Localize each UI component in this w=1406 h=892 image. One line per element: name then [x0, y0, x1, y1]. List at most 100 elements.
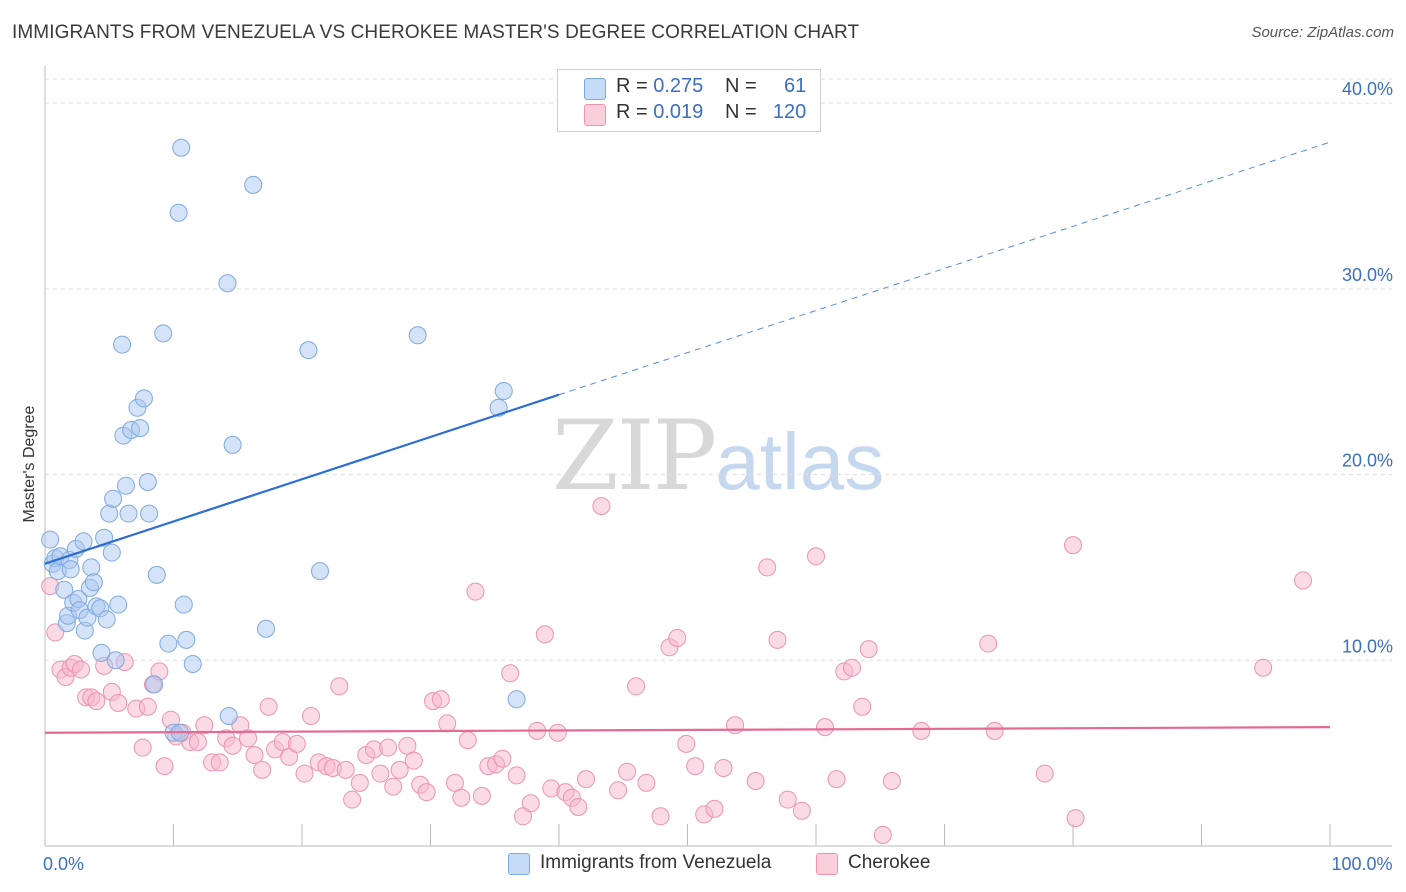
- cherokee-point: [1294, 571, 1313, 590]
- axes: [44, 66, 1392, 847]
- grid: [45, 78, 1392, 661]
- cherokee-point: [714, 759, 733, 777]
- cherokee-point: [245, 746, 264, 764]
- chart-title: IMMIGRANTS FROM VENEZUELA VS CHEROKEE MA…: [12, 22, 860, 43]
- venezuela-point: [134, 389, 153, 408]
- cherokee-point: [677, 734, 696, 753]
- cherokee-point: [417, 783, 436, 802]
- venezuela-point: [55, 580, 74, 599]
- cherokee-point: [438, 714, 457, 733]
- cherokee-point: [239, 729, 258, 748]
- venezuela-trend-line: [44, 393, 560, 565]
- venezuela-point: [41, 530, 60, 549]
- cherokee-point: [1064, 536, 1082, 555]
- legend-n-value: 120: [772, 101, 807, 123]
- cherokee-point: [792, 801, 811, 820]
- cherokee-point: [576, 770, 595, 789]
- venezuela-point: [138, 473, 157, 491]
- cherokee-point: [618, 762, 637, 781]
- venezuela-point: [507, 690, 526, 709]
- cherokee-point: [609, 781, 628, 800]
- venezuela-point: [74, 532, 93, 551]
- cherokee-point: [71, 660, 90, 679]
- cherokee-point: [501, 664, 520, 683]
- legend-r: R = 0.275: [616, 75, 703, 98]
- venezuela-point: [494, 382, 513, 400]
- venezuela-point: [408, 326, 427, 345]
- venezuela-point: [183, 655, 202, 673]
- cherokee-point: [815, 718, 834, 737]
- cherokee-points: [41, 497, 1313, 844]
- correlation-legend: R = 0.275 N = 61 R = 0.019 N = 120: [557, 69, 821, 132]
- venezuela-point: [223, 435, 242, 454]
- cherokee-point: [686, 757, 705, 776]
- cherokee-trend-line: [44, 726, 1331, 734]
- cherokee-point: [493, 749, 512, 768]
- cherokee-point: [466, 582, 485, 601]
- cherokee-point: [295, 764, 314, 783]
- cherokee-point: [705, 799, 724, 818]
- watermark: ZIPatlas: [552, 400, 884, 512]
- cherokee-point: [431, 690, 450, 709]
- cherokee-point: [330, 677, 349, 696]
- cherokee-point: [301, 707, 320, 725]
- legend-swatch-cherokee: [584, 104, 606, 126]
- cherokee-point: [458, 731, 477, 750]
- cherokee-point: [223, 736, 242, 755]
- cherokee-point: [746, 772, 765, 790]
- legend-r-value: 0.019: [653, 101, 704, 123]
- legend-swatch-cherokee: [816, 853, 838, 875]
- venezuela-point: [174, 595, 193, 614]
- venezuela-point: [131, 419, 150, 438]
- cherokee-point: [569, 798, 588, 816]
- cherokee-point: [398, 736, 417, 755]
- venezuela-point: [169, 203, 188, 222]
- venezuela-point: [104, 489, 123, 508]
- watermark-atlas: atlas: [715, 417, 885, 506]
- venezuela-point: [82, 558, 101, 577]
- series-legend: Immigrants from Venezuela Cherokee: [0, 852, 1406, 878]
- cherokee-point: [637, 773, 656, 792]
- venezuela-point: [257, 619, 276, 638]
- venezuela-point: [119, 504, 138, 523]
- cherokee-point: [371, 764, 390, 783]
- cherokee-point: [651, 807, 670, 826]
- cherokee-point: [912, 721, 931, 740]
- cherokee-point: [445, 773, 464, 792]
- legend-n: N = 120: [725, 101, 806, 124]
- cherokee-point: [853, 697, 872, 716]
- legend-label-cherokee: Cherokee: [848, 852, 931, 873]
- y-tick-label: 20.0%: [1342, 451, 1393, 471]
- cherokee-point: [758, 558, 777, 577]
- venezuela-point: [147, 565, 166, 584]
- venezuela-point: [177, 630, 196, 649]
- legend-swatch-venezuela: [508, 853, 530, 875]
- venezuela-point: [145, 675, 164, 694]
- venezuela-point: [106, 651, 125, 670]
- cherokee-point: [133, 738, 152, 757]
- venezuela-point: [97, 610, 116, 629]
- cherokee-point: [87, 692, 106, 711]
- cherokee-point: [726, 716, 745, 735]
- cherokee-point: [827, 770, 846, 789]
- venezuela-point: [244, 175, 263, 194]
- legend-n-value: 61: [784, 75, 807, 97]
- cherokee-point: [287, 734, 306, 753]
- y-tick-label: 40.0%: [1342, 79, 1393, 99]
- venezuela-point: [140, 504, 159, 523]
- cherokee-point: [336, 760, 355, 779]
- legend-n-label: N =: [725, 75, 757, 97]
- legend-n: N = 61: [725, 75, 806, 98]
- cherokee-point: [404, 751, 423, 770]
- venezuela-points: [41, 138, 526, 742]
- legend-r-label: R =: [616, 75, 648, 97]
- legend-n-label: N =: [725, 101, 757, 123]
- cherokee-point: [390, 760, 409, 779]
- cherokee-point: [985, 721, 1004, 740]
- cherokee-point: [1035, 764, 1054, 783]
- cherokee-point: [627, 677, 646, 696]
- cherokee-point: [882, 772, 901, 790]
- legend-row-venezuela: R = 0.275 N = 61: [558, 75, 820, 101]
- venezuela-point: [109, 595, 128, 614]
